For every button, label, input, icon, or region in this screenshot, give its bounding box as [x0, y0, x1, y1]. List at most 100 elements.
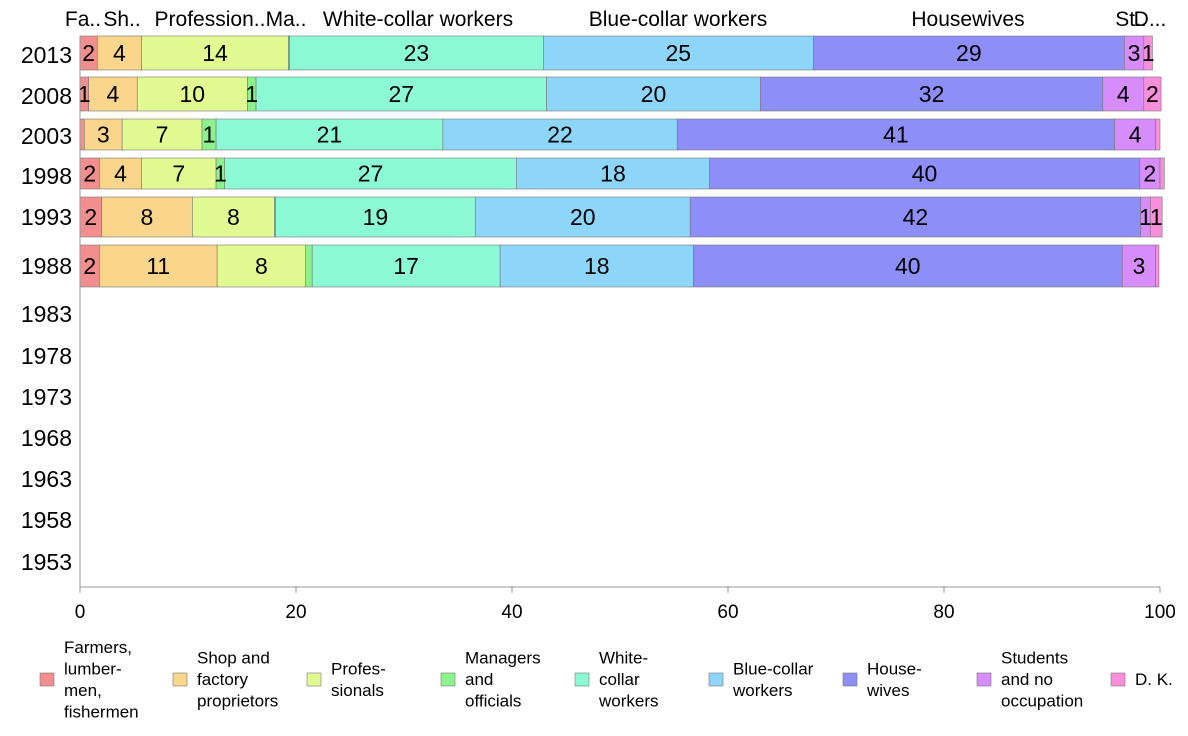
legend-label: House-	[867, 659, 922, 678]
top-label: Profession..	[155, 8, 266, 31]
legend-label: Shop and	[197, 649, 270, 668]
legend-label: Blue-collar	[733, 659, 814, 678]
bar-value-label: 8	[227, 204, 240, 230]
bar-segment	[216, 244, 307, 288]
legend-label: lumber-	[64, 659, 122, 678]
y-tick-label: 1983	[21, 301, 72, 327]
bar-segment	[311, 244, 501, 288]
legend-label: wives	[866, 681, 910, 700]
legend-label: workers	[732, 681, 793, 700]
legend-label: Students	[1001, 649, 1068, 668]
top-label: Sh..	[103, 8, 140, 31]
y-tick-label: 2008	[21, 83, 72, 109]
bar-segment	[442, 118, 678, 151]
bar-segment	[709, 157, 1140, 190]
legend-label: sionals	[331, 681, 384, 700]
legend-label: and no	[1001, 670, 1053, 689]
legend-label: workers	[598, 692, 659, 711]
bar-segment	[1143, 35, 1153, 71]
bars	[79, 35, 1165, 288]
bar-segment	[760, 76, 1104, 112]
y-axis-labels: 2013 2008 2003 1998 1993 1988 1983 1978 1973 1968…	[21, 42, 72, 575]
bar-value-label: 2	[1146, 81, 1159, 107]
bar-value-label: 1	[245, 81, 258, 107]
bar-value-label: 40	[912, 161, 938, 187]
legend-label: fishermen	[64, 702, 139, 721]
top-label: Ma..	[266, 8, 307, 31]
bar-value-label: 4	[1129, 122, 1142, 148]
y-tick-label: 1963	[21, 466, 72, 492]
bar-value-label: 40	[895, 253, 921, 279]
y-tick-label: 1978	[21, 343, 72, 369]
bar-value-label: 22	[547, 122, 573, 148]
bar-segment	[275, 196, 476, 238]
legend-swatch	[976, 672, 992, 687]
bar-value-label: 8	[255, 253, 268, 279]
bar-segment	[1143, 76, 1162, 112]
bar-value-labels: 2 4 14 23 25 29 3 11 4 10 1 27 20 32 4 23 7 1 21 22 41 42 4 7 1 2…	[78, 40, 1163, 279]
x-tick-label: 0	[75, 602, 86, 623]
legend-swatch	[306, 672, 322, 687]
y-tick-label: 1968	[21, 425, 72, 451]
bar-segment	[96, 35, 142, 71]
legend-swatch	[172, 672, 188, 687]
bar-value-label: 23	[404, 40, 430, 66]
bar-value-label: 10	[180, 81, 206, 107]
legend-label: factory	[197, 670, 249, 689]
bar-value-label: 3	[1133, 253, 1146, 279]
legend: Farmers, lumber-men, fishermen Shop and fact…	[39, 638, 1173, 721]
y-tick-label: 1998	[21, 163, 72, 189]
bar-segment	[99, 244, 218, 288]
bar-value-label: 1	[203, 122, 216, 148]
legend-swatch	[1110, 672, 1126, 687]
bar-segment	[1159, 157, 1165, 190]
bar-value-label: 3	[1128, 40, 1141, 66]
bar-segment	[516, 157, 710, 190]
legend-label: D. K.	[1135, 670, 1173, 689]
bar-value-label: 20	[641, 81, 667, 107]
x-tick-label: 80	[933, 602, 954, 623]
bar-value-label: 19	[363, 204, 389, 230]
bar-value-label: 2	[83, 161, 96, 187]
bar-value-label: 27	[389, 81, 415, 107]
bar-segment	[305, 244, 313, 288]
bar-value-label: 1	[214, 161, 227, 187]
bar-segment	[289, 35, 544, 71]
top-label: White-collar workers	[323, 8, 513, 31]
x-tick-label: 20	[285, 602, 306, 623]
bar-value-label: 32	[919, 81, 945, 107]
top-label: Fa..	[65, 8, 101, 31]
legend-label: and	[465, 670, 493, 689]
bar-segment	[79, 118, 85, 151]
legend-label: officials	[465, 692, 521, 711]
legend-swatch	[440, 672, 456, 687]
bar-value-label: 4	[113, 40, 126, 66]
top-label: St..	[1115, 8, 1147, 31]
y-tick-label: 1993	[21, 204, 72, 230]
bar-segment	[101, 196, 193, 238]
top-label: D...	[1134, 8, 1167, 31]
y-tick-label: 2013	[21, 42, 72, 68]
bar-segment	[136, 76, 248, 112]
bar-value-label: 2	[84, 204, 97, 230]
top-label: Blue-collar workers	[589, 8, 768, 31]
legend-label: proprietors	[197, 692, 278, 711]
bar-value-label: 4	[107, 81, 120, 107]
top-category-labels: Fa.. Sh.. Profession.. Ma.. White-collar wor…	[65, 8, 1166, 31]
bar-segment	[99, 157, 142, 190]
legend-swatch	[708, 672, 724, 687]
bar-value-label: 2	[83, 253, 96, 279]
bar-value-label: 18	[600, 161, 626, 187]
legend-label: Profes-	[331, 659, 386, 678]
bar-value-label: 1	[78, 81, 91, 107]
bar-segment	[192, 196, 275, 238]
bar-value-label: 17	[393, 253, 419, 279]
bar-value-label: 1	[1142, 40, 1155, 66]
bar-value-label: 21	[317, 122, 343, 148]
bar-value-label: 18	[584, 253, 610, 279]
x-tick-label: 60	[717, 602, 738, 623]
bar-segment	[255, 76, 547, 112]
bar-value-label: 2	[82, 40, 95, 66]
bar-value-label: 42	[903, 204, 929, 230]
